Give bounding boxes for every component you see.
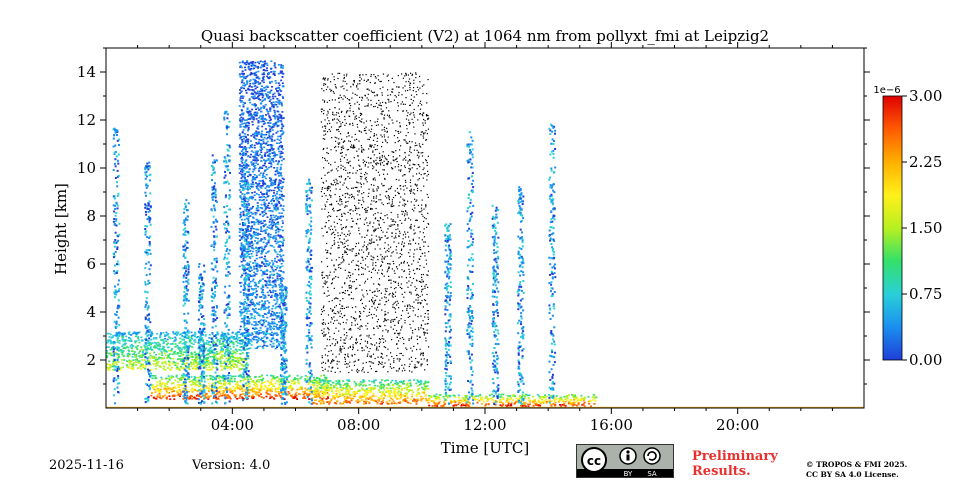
colorbar-tick-label: 2.25	[909, 153, 942, 171]
colorbar-ticks: 0.00 0.75 1.50 2.25 3.00	[902, 87, 942, 369]
footer-version: Version: 4.0	[192, 458, 270, 473]
y-tick-label: 10	[77, 159, 96, 177]
x-tick-label: 04:00	[211, 416, 254, 434]
y-tick-label: 8	[86, 207, 96, 225]
x-tick-label: 08:00	[337, 416, 380, 434]
preliminary-results-note: Preliminary Results.	[692, 449, 778, 479]
feature-noisy-dark-region	[321, 72, 430, 373]
colorbar-multiplier: 1e−6	[873, 85, 900, 96]
y-tick-label: 12	[77, 111, 96, 129]
backscatter-heatmap	[106, 60, 864, 409]
feature-low-cloud-noon	[428, 394, 597, 408]
feature-boundary-layer-midday	[311, 379, 430, 405]
x-axis-label: Time [UTC]	[441, 439, 530, 457]
preliminary-line-1: Preliminary	[692, 449, 778, 464]
cc-license-badge[interactable]: cc BY SA	[576, 444, 674, 478]
colorbar-tick-label: 1.50	[909, 219, 942, 237]
preliminary-line-2: Results.	[692, 464, 778, 479]
cc-sa-label: SA	[647, 470, 657, 477]
x-tick-label: 20:00	[716, 416, 759, 434]
x-tick-label: 12:00	[463, 416, 506, 434]
y-axis-label: Height [km]	[52, 183, 70, 275]
license-note: © TROPOS & FMI 2025. CC BY SA 4.0 Licens…	[806, 460, 907, 480]
cc-badge-graphic: cc BY SA	[577, 445, 673, 477]
footer-date: 2025-11-16	[49, 458, 124, 473]
colorbar	[883, 96, 902, 360]
license-line-1: © TROPOS & FMI 2025.	[806, 460, 907, 470]
license-line-2: CC BY SA 4.0 License.	[806, 470, 907, 480]
cc-by-label: BY	[624, 470, 633, 477]
colorbar-tick-label: 0.00	[909, 351, 942, 369]
sa-share-alike-icon	[644, 448, 660, 464]
x-tick-label: 16:00	[590, 416, 633, 434]
feature-cloud-low-morning	[150, 374, 329, 400]
y-tick-label: 4	[86, 303, 96, 321]
colorbar-tick-label: 3.00	[909, 87, 942, 105]
y-tick-label: 14	[77, 63, 96, 81]
feature-aerosol-layer-morning	[106, 331, 250, 371]
colorbar-tick-label: 0.75	[909, 285, 942, 303]
y-tick-label: 2	[86, 351, 96, 369]
cc-logo-text: cc	[587, 454, 601, 468]
y-tick-label: 6	[86, 255, 96, 273]
